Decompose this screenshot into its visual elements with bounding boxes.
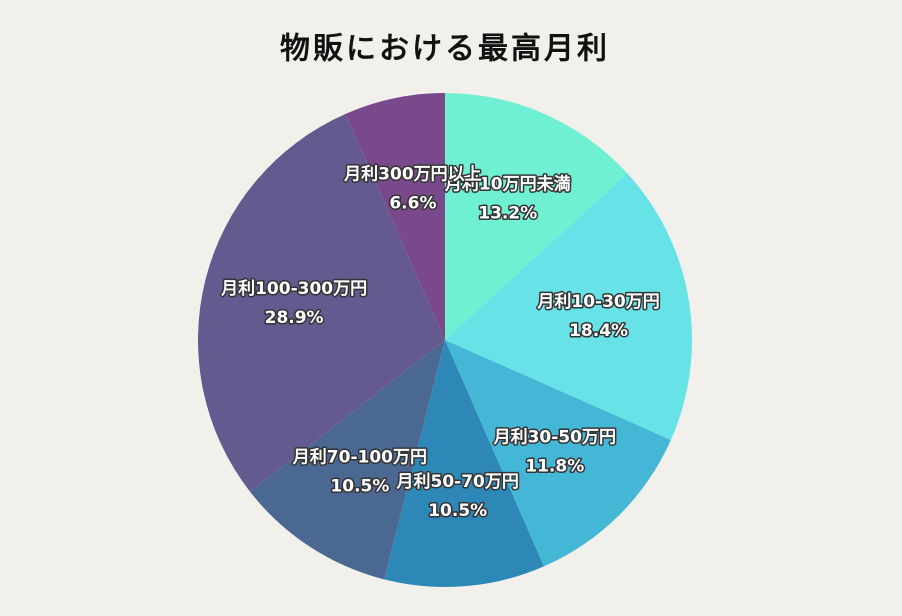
slice-category-label: 月利100-300万円	[220, 278, 367, 299]
pie-slice	[384, 340, 544, 587]
slice-category-label: 月利300万円以上	[343, 164, 482, 185]
slice-value-label: 10.5%	[330, 476, 389, 496]
slice-category-label: 月利10万円未満	[444, 174, 571, 195]
pie-slice	[445, 340, 671, 567]
slice-category-label: 月利50-70万円	[396, 471, 519, 492]
slice-value-label: 18.4%	[569, 321, 628, 341]
chart-title: 物販における最高月利	[280, 32, 610, 67]
slice-value-label: 13.2%	[478, 204, 537, 224]
slice-category-label: 月利30-50万円	[493, 426, 616, 447]
pie-slice	[250, 340, 445, 580]
slice-value-label: 11.8%	[525, 456, 584, 476]
slice-value-label: 6.6%	[389, 194, 436, 214]
slice-value-label: 10.5%	[428, 501, 487, 521]
slice-category-label: 月利70-100万円	[292, 446, 427, 467]
slice-category-label: 月利10-30万円	[536, 291, 659, 312]
pie-slice	[445, 93, 628, 340]
pie-slice	[197, 113, 445, 492]
pie-slice	[345, 93, 445, 340]
slice-value-label: 28.9%	[265, 308, 324, 328]
pie-slice	[445, 173, 692, 440]
